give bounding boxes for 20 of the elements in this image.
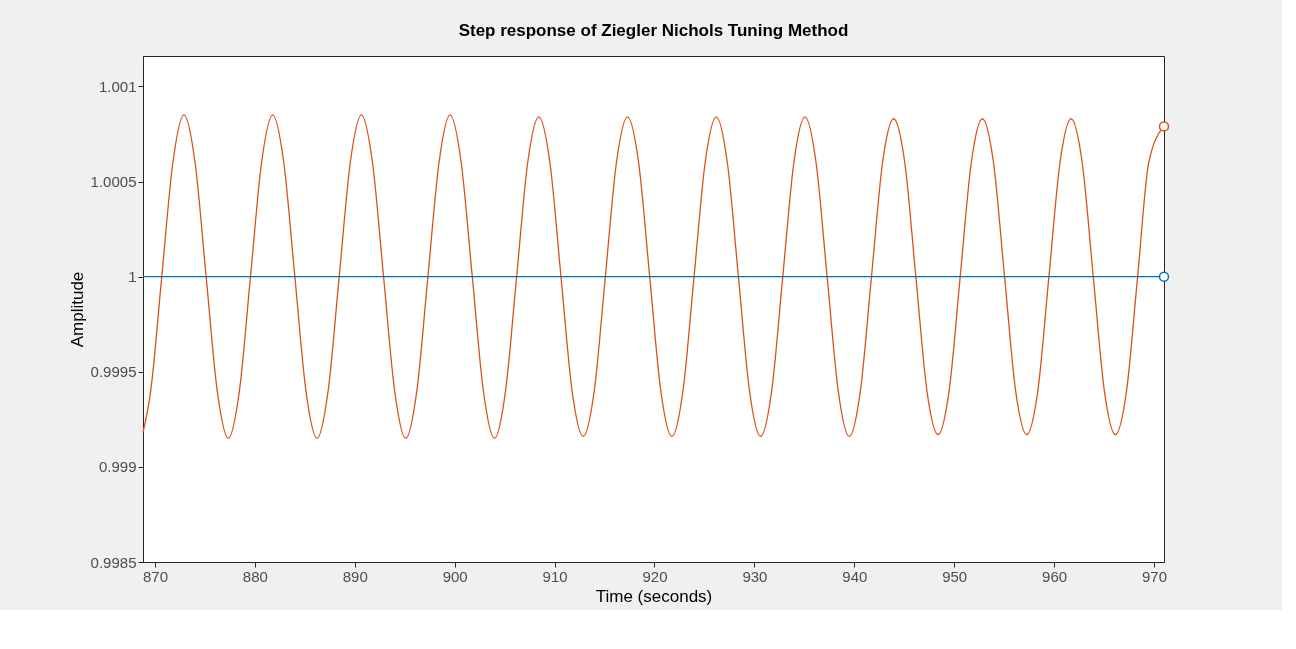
- y-tick-label: 0.999: [98, 458, 137, 476]
- y-tick-label: 0.9995: [90, 363, 137, 381]
- x-axis-title: Time (seconds): [595, 586, 713, 606]
- chart-title: Step response of Ziegler Nichols Tuning Method: [458, 21, 849, 40]
- y-tick-label: 1.0005: [90, 173, 137, 191]
- x-tick-label: 900: [442, 567, 468, 585]
- x-tick-label: 960: [1042, 567, 1068, 585]
- x-tick-label: 920: [642, 567, 668, 585]
- y-tick-label: 1.001: [98, 77, 137, 95]
- y-tick-label: 1: [128, 268, 137, 286]
- x-tick-label: 870: [142, 567, 168, 585]
- x-tick-label: 910: [542, 567, 568, 585]
- x-tick-label: 940: [842, 567, 868, 585]
- x-tick-label: 880: [242, 567, 268, 585]
- x-tick-label: 930: [742, 567, 768, 585]
- x-tick-label: 970: [1141, 567, 1168, 585]
- y-tick-label: 0.9985: [90, 553, 137, 571]
- x-tick-label: 950: [942, 567, 968, 585]
- x-tick-label: 890: [342, 567, 368, 585]
- y-axis-title: Amplitude: [67, 271, 87, 348]
